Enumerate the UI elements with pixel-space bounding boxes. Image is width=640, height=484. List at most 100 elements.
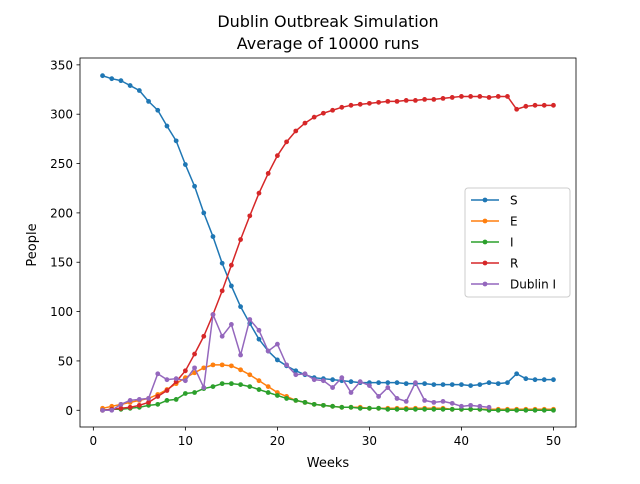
data-point-i [385, 406, 391, 412]
data-point-r [440, 96, 446, 101]
data-point-r [321, 110, 326, 116]
data-point-s [182, 162, 188, 167]
data-point-i [284, 396, 289, 401]
data-point-r [523, 103, 529, 109]
data-point-s [514, 371, 520, 377]
data-point-r [505, 94, 510, 99]
data-point-r [403, 97, 409, 103]
y-axis-label: People [25, 223, 40, 266]
y-tick-label: 350 [50, 58, 73, 72]
data-point-i [495, 407, 501, 413]
data-point-i [210, 384, 216, 389]
data-point-i [164, 398, 170, 403]
data-point-r [146, 399, 151, 405]
x-axis-label: Weeks [307, 456, 350, 471]
data-point-r [477, 94, 483, 99]
legend-label-i: I [510, 236, 514, 250]
data-point-i [321, 402, 326, 408]
data-point-s [219, 260, 225, 266]
data-point-r [514, 106, 520, 112]
data-point-r [449, 95, 455, 100]
data-point-i [413, 406, 418, 412]
data-point-dublin-i [486, 404, 492, 410]
data-point-r [385, 98, 391, 104]
data-point-r [164, 388, 170, 393]
data-point-i [265, 390, 271, 395]
y-axis: 0 50 100 150 200 250 300 350 [50, 58, 80, 418]
x-tick-label: 20 [270, 434, 285, 448]
x-axis: 0 10 20 30 40 50 [90, 427, 561, 448]
data-point-r [238, 237, 243, 242]
data-point-dublin-i [477, 403, 483, 409]
data-point-s [551, 377, 556, 383]
data-point-i [505, 407, 510, 413]
data-point-r [486, 95, 492, 100]
legend-label-dublin-i: Dublin I [510, 278, 556, 292]
data-point-s [201, 210, 207, 216]
data-point-i [155, 401, 161, 407]
data-point-dublin-i [265, 348, 271, 354]
data-point-s [228, 283, 234, 289]
data-point-i [302, 399, 308, 405]
data-point-r [228, 262, 234, 268]
data-point-e [265, 384, 271, 389]
data-point-dublin-i [238, 352, 243, 358]
data-point-i [523, 407, 529, 413]
y-tick-label: 300 [50, 108, 73, 122]
data-point-i [551, 407, 556, 413]
data-point-s [274, 357, 280, 363]
data-point-i [339, 404, 345, 410]
data-point-i [394, 406, 400, 412]
data-point-dublin-i [100, 407, 105, 413]
data-point-r [274, 153, 280, 159]
data-point-i [357, 405, 363, 411]
data-point-dublin-i [413, 380, 418, 386]
y-tick-label: 150 [50, 256, 73, 270]
data-point-dublin-i [109, 407, 115, 413]
data-point-i [173, 397, 179, 402]
data-point-r [367, 100, 372, 106]
data-point-r [284, 139, 289, 145]
legend-label-s: S [510, 194, 518, 208]
data-point-e [247, 372, 253, 378]
data-point-dublin-i [376, 394, 382, 399]
data-point-i [219, 381, 225, 387]
data-point-dublin-i [422, 398, 428, 403]
data-point-dublin-i [449, 400, 455, 406]
data-point-dublin-i [118, 401, 124, 407]
data-point-dublin-i [367, 383, 372, 388]
data-point-i [431, 406, 437, 412]
data-point-s [376, 380, 382, 386]
data-point-r [192, 351, 197, 357]
data-point-i [468, 406, 474, 412]
data-point-i [403, 406, 409, 412]
legend-marker-s [482, 197, 488, 203]
data-point-r [532, 102, 538, 108]
data-point-s [422, 381, 428, 387]
data-point-s [109, 76, 115, 82]
data-point-s [238, 304, 243, 310]
data-point-e [228, 363, 234, 369]
data-point-dublin-i [173, 376, 179, 382]
data-point-dublin-i [164, 377, 170, 383]
data-point-s [486, 380, 492, 386]
data-point-s [385, 380, 391, 386]
x-tick-label: 30 [362, 434, 377, 448]
legend-marker-e [482, 218, 488, 224]
data-point-r [422, 97, 428, 102]
data-point-r [265, 171, 271, 176]
data-point-e [256, 378, 262, 384]
data-point-s [127, 83, 133, 88]
data-point-i [422, 406, 428, 412]
data-point-i [541, 407, 547, 413]
data-point-r [495, 94, 501, 99]
plot-area [79, 57, 577, 428]
data-point-r [551, 102, 556, 108]
data-point-s [532, 377, 538, 383]
data-point-r [541, 102, 547, 108]
data-point-i [311, 401, 317, 407]
data-point-i [293, 398, 299, 403]
data-point-i [256, 387, 262, 392]
